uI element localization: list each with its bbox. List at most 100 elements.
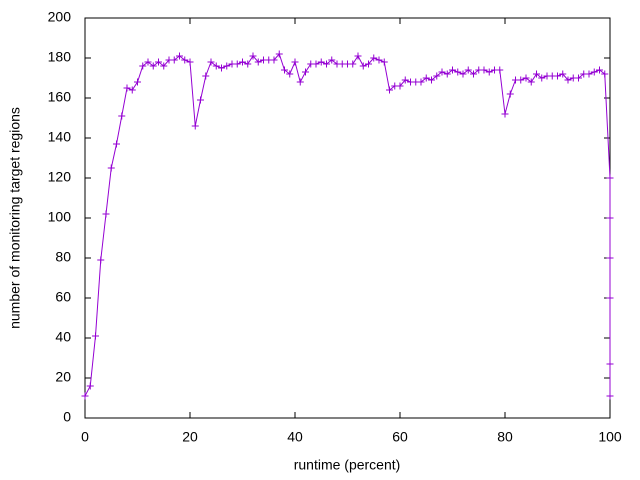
point-marker xyxy=(496,66,504,74)
series-line xyxy=(84,53,611,397)
point-marker xyxy=(470,70,477,78)
point-marker xyxy=(359,62,367,70)
y-tick-label: 120 xyxy=(48,169,72,185)
point-marker xyxy=(134,78,141,86)
plot-frame xyxy=(84,17,611,419)
point-marker xyxy=(449,66,456,74)
point-marker xyxy=(312,60,320,68)
y-axis-label: number of monitoring target regions xyxy=(7,107,23,329)
point-marker xyxy=(454,68,462,76)
point-marker xyxy=(422,74,430,82)
y-tick-label: 80 xyxy=(55,249,71,265)
point-marker xyxy=(296,78,304,86)
point-marker xyxy=(370,54,378,62)
x-tick-label: 0 xyxy=(81,429,89,445)
point-marker xyxy=(590,68,598,76)
point-marker xyxy=(380,58,388,66)
point-marker xyxy=(181,56,189,64)
point-marker xyxy=(97,256,105,264)
y-tick-label: 60 xyxy=(55,289,71,305)
point-marker xyxy=(223,62,231,70)
point-marker xyxy=(317,58,325,66)
point-marker xyxy=(386,86,393,94)
point-marker xyxy=(170,56,178,64)
point-marker xyxy=(86,382,94,390)
y-tick-label: 160 xyxy=(48,89,72,105)
x-tick-label: 100 xyxy=(598,429,622,445)
point-marker xyxy=(559,70,567,78)
point-marker xyxy=(575,74,582,82)
y-tick-label: 140 xyxy=(48,129,72,145)
point-marker xyxy=(606,360,614,368)
point-marker xyxy=(186,58,194,66)
point-marker xyxy=(365,60,372,68)
point-marker xyxy=(212,62,220,70)
point-marker xyxy=(244,60,252,68)
point-marker xyxy=(538,74,546,82)
point-marker xyxy=(606,392,614,400)
point-marker xyxy=(291,58,299,66)
point-marker xyxy=(564,76,572,84)
point-marker xyxy=(417,78,425,86)
point-marker xyxy=(239,58,246,66)
point-marker xyxy=(517,76,525,84)
x-axis-label: runtime (percent) xyxy=(294,457,401,473)
point-marker xyxy=(601,70,609,78)
point-marker xyxy=(113,140,120,148)
point-marker xyxy=(286,70,294,78)
point-marker xyxy=(155,58,162,66)
point-marker xyxy=(438,68,446,76)
point-marker xyxy=(139,62,147,70)
x-tick-label: 20 xyxy=(182,429,198,445)
point-marker xyxy=(207,58,215,66)
point-marker xyxy=(527,78,535,86)
point-marker xyxy=(606,214,614,222)
point-marker xyxy=(249,52,257,60)
y-tick-label: 40 xyxy=(55,329,71,345)
point-marker xyxy=(433,72,441,80)
point-marker xyxy=(606,254,614,262)
point-marker xyxy=(254,58,262,66)
point-marker xyxy=(349,60,357,68)
point-marker xyxy=(606,174,614,182)
point-marker xyxy=(107,164,115,172)
y-tick-label: 180 xyxy=(48,49,72,65)
point-marker xyxy=(459,70,467,78)
point-marker xyxy=(123,84,131,92)
point-marker xyxy=(160,62,168,70)
point-marker xyxy=(506,90,514,98)
point-marker xyxy=(328,56,336,64)
y-tick-label: 20 xyxy=(55,369,71,385)
point-marker xyxy=(149,62,157,70)
point-marker xyxy=(428,76,435,84)
point-marker xyxy=(92,332,99,340)
point-marker xyxy=(191,122,199,130)
point-marker xyxy=(485,68,493,76)
point-marker xyxy=(233,60,241,68)
point-marker xyxy=(464,66,472,74)
point-marker xyxy=(270,56,278,64)
point-marker xyxy=(522,74,530,82)
y-tick-label: 0 xyxy=(63,409,71,425)
y-tick-label: 200 xyxy=(48,9,72,25)
point-marker xyxy=(533,70,540,78)
x-tick-label: 40 xyxy=(287,429,303,445)
point-marker xyxy=(218,64,225,72)
point-marker xyxy=(128,86,136,94)
point-marker xyxy=(197,96,204,104)
point-marker xyxy=(102,210,110,218)
point-marker xyxy=(118,112,126,120)
point-marker xyxy=(81,392,89,400)
point-marker xyxy=(480,66,488,74)
point-marker xyxy=(501,110,509,118)
point-marker xyxy=(202,72,210,80)
x-tick-label: 60 xyxy=(392,429,408,445)
point-marker xyxy=(302,68,309,76)
point-marker xyxy=(176,52,183,60)
point-marker xyxy=(323,60,330,68)
point-marker xyxy=(396,82,404,90)
point-marker xyxy=(354,52,362,60)
point-marker xyxy=(585,70,593,78)
point-marker xyxy=(606,294,614,302)
